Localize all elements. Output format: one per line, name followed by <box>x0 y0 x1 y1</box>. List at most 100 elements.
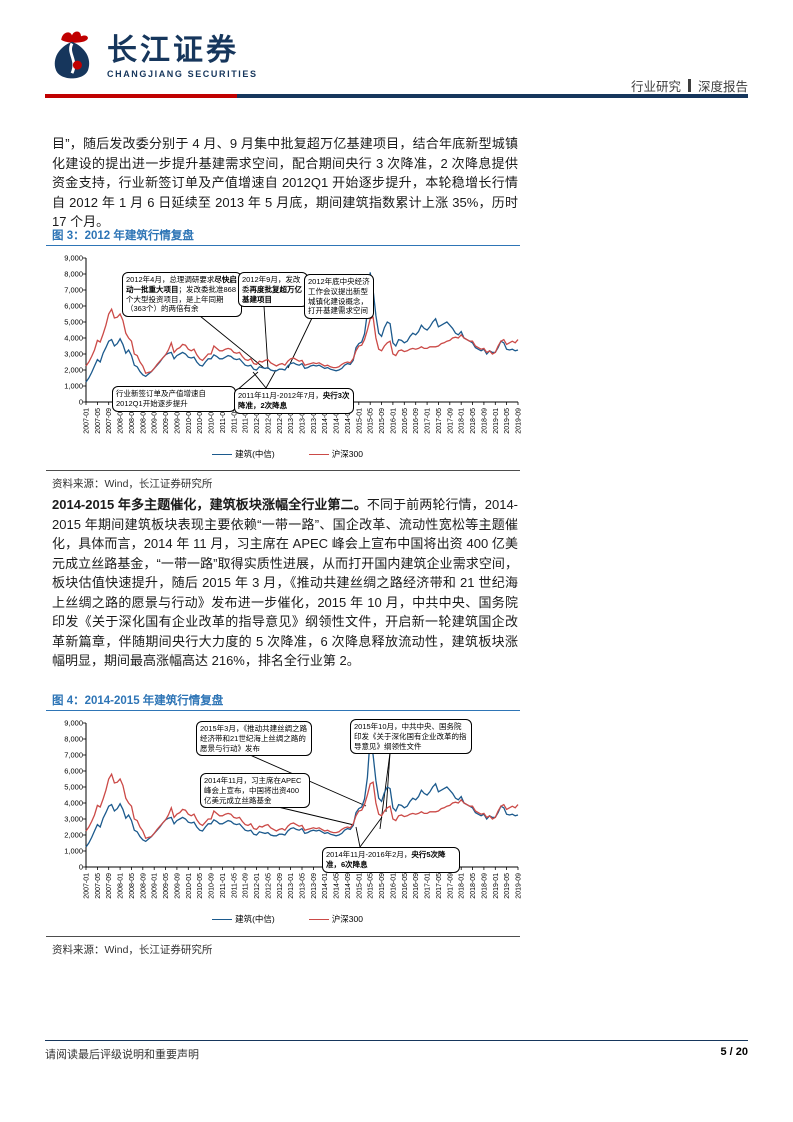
x-tick-label: 2013-09 <box>311 408 318 434</box>
x-tick-label: 2019-09 <box>516 408 523 434</box>
x-tick-label: 2009-05 <box>163 873 170 899</box>
paragraph-2: 2014-2015 年多主题催化，建筑板块涨幅全行业第二。不同于前两轮行情，20… <box>52 495 518 671</box>
x-tick-label: 2019-01 <box>493 873 500 899</box>
figure3-bottom-rule <box>46 470 520 471</box>
x-tick-label: 2019-05 <box>504 873 511 899</box>
x-tick-label: 2007-05 <box>95 408 102 434</box>
header-divider <box>687 79 691 92</box>
x-tick-label: 2010-09 <box>209 873 216 899</box>
x-tick-label: 2010-01 <box>186 873 193 899</box>
x-tick-label: 2008-05 <box>129 408 136 434</box>
x-tick-label: 2016-05 <box>402 873 409 899</box>
logo-text-block: 长江证券 CHANGJIANG SECURITIES <box>107 35 258 79</box>
x-tick-label: 2012-09 <box>277 408 284 434</box>
chart-annotation: 2011年11月-2012年7月，央行3次降准，2次降息 <box>234 388 354 414</box>
x-tick-label: 2014-09 <box>345 408 352 434</box>
paragraph-2-lead: 2014-2015 年多主题催化，建筑板块涨幅全行业第二。 <box>52 497 367 512</box>
x-tick-label: 2019-05 <box>504 408 511 434</box>
x-tick-label: 2016-05 <box>402 408 409 434</box>
x-tick-label: 2016-09 <box>413 408 420 434</box>
x-tick-label: 2015-09 <box>379 408 386 434</box>
x-tick-label: 2013-09 <box>311 873 318 899</box>
legend-item: 建筑(中信) <box>212 913 275 925</box>
x-tick-label: 2017-09 <box>447 873 454 899</box>
y-tick-label: 4,000 <box>64 334 83 343</box>
legend-label: 沪深300 <box>331 914 363 924</box>
changjiang-logo-icon <box>54 31 90 79</box>
figure4-caption: 图 4：2014-2015 年建筑行情复盘 <box>52 695 224 707</box>
legend-item: 沪深300 <box>308 913 363 925</box>
series-line <box>85 307 519 374</box>
x-tick-label: 2017-01 <box>425 408 432 434</box>
x-tick-label: 2015-05 <box>368 408 375 434</box>
x-tick-label: 2016-09 <box>413 873 420 899</box>
x-tick-label: 2008-01 <box>118 873 125 899</box>
figure3-caption: 图 3：2012 年建筑行情复盘 <box>52 230 194 242</box>
y-tick-label: 8,000 <box>64 270 83 279</box>
y-tick-label: 7,000 <box>64 751 83 760</box>
legend-item: 建筑(中信) <box>212 448 275 460</box>
x-tick-label: 2012-01 <box>254 408 261 434</box>
x-tick-label: 2014-05 <box>334 873 341 899</box>
paragraph-2-rest: 不同于前两轮行情，2014-2015 年期间建筑板块表现主要依赖“一带一路”、国… <box>52 497 519 668</box>
y-tick-label: 9,000 <box>64 719 83 728</box>
x-tick-label: 2014-01 <box>322 873 329 899</box>
legend-label: 建筑(中信) <box>235 449 275 459</box>
x-tick-label: 2015-01 <box>356 873 363 899</box>
figure3-source: 资料来源：Wind，长江证券研究所 <box>52 478 213 490</box>
chart-svg: 0 1,000 2,000 3,000 4,000 5,000 6,000 7,000 8,00… <box>64 719 522 899</box>
x-tick-label: 2009-09 <box>174 408 181 434</box>
x-tick-label: 2007-09 <box>106 873 113 899</box>
y-tick-label: 9,000 <box>64 254 83 263</box>
x-tick-label: 2018-09 <box>481 408 488 434</box>
x-tick-label: 2013-01 <box>288 873 295 899</box>
x-tick-label: 2011-01 <box>220 873 227 898</box>
x-tick-label: 2008-01 <box>118 408 125 434</box>
chart-annotation: 2015年10月，中共中央、国务院印发《关于深化国有企业改革的指导意见》纲领性文… <box>350 719 472 755</box>
x-tick-label: 2010-05 <box>197 408 204 434</box>
legend-item: 沪深300 <box>308 448 363 460</box>
header-rule <box>45 94 748 98</box>
chart-annotation: 2012年4月，总理调研要求尽快启动一批重大项目；发改委批准868个大型投资项目… <box>122 272 242 317</box>
chart-legend: 建筑(中信) 沪深300 <box>50 913 525 925</box>
footer: 请阅读最后评级说明和重要声明 5 / 20 <box>45 1046 748 1062</box>
figure3-caption-rule <box>46 245 520 246</box>
x-tick-label: 2012-05 <box>265 408 272 434</box>
chart-annotation: 行业新签订单及产值增速自2012Q1开始逐步提升 <box>112 386 236 412</box>
x-tick-label: 2012-01 <box>254 873 261 899</box>
x-tick-label: 2008-09 <box>140 873 147 899</box>
y-tick-label: 1,000 <box>64 382 83 391</box>
y-tick-label: 0 <box>79 398 83 407</box>
x-tick-label: 2009-01 <box>152 408 159 434</box>
x-tick-label: 2009-05 <box>163 408 170 434</box>
x-tick-label: 2018-05 <box>470 408 477 434</box>
y-tick-label: 6,000 <box>64 767 83 776</box>
x-tick-label: 2011-09 <box>243 873 250 898</box>
y-tick-label: 6,000 <box>64 302 83 311</box>
x-tick-label: 2019-01 <box>493 408 500 434</box>
x-tick-label: 2011-09 <box>243 408 250 433</box>
header-rule-red <box>45 94 237 98</box>
page-number: 5 / 20 <box>720 1046 748 1058</box>
chart-annotation: 2012年9月，发改委再度批复超万亿基建项目 <box>238 272 308 308</box>
x-tick-label: 2012-05 <box>265 873 272 899</box>
chart-legend: 建筑(中信) 沪深300 <box>50 448 525 460</box>
x-tick-label: 2018-05 <box>470 873 477 899</box>
header-rule-blue <box>237 94 748 98</box>
x-tick-label: 2013-05 <box>300 873 307 899</box>
x-tick-label: 2014-05 <box>334 408 341 434</box>
x-tick-label: 2007-05 <box>95 873 102 899</box>
x-tick-label: 2011-01 <box>220 408 227 433</box>
x-tick-label: 2009-09 <box>174 873 181 899</box>
figure4-bottom-rule <box>46 936 520 937</box>
x-tick-label: 2011-05 <box>231 873 238 898</box>
figure4-source: 资料来源：Wind，长江证券研究所 <box>52 944 213 956</box>
footer-rule <box>45 1040 748 1041</box>
x-tick-label: 2016-01 <box>390 408 397 434</box>
paragraph-1: 目”，随后发改委分别于 4 月、9 月集中批复超万亿基建项目，结合年底新型城镇化… <box>52 136 518 229</box>
legend-swatch <box>212 453 233 455</box>
report-type-header: 行业研究 深度报告 <box>631 76 748 95</box>
x-tick-label: 2018-01 <box>459 408 466 434</box>
chart-annotation: 2015年3月，《推动共建丝绸之路经济带和21世纪海上丝绸之路的愿景与行动》发布 <box>196 721 312 757</box>
y-tick-label: 5,000 <box>64 783 83 792</box>
